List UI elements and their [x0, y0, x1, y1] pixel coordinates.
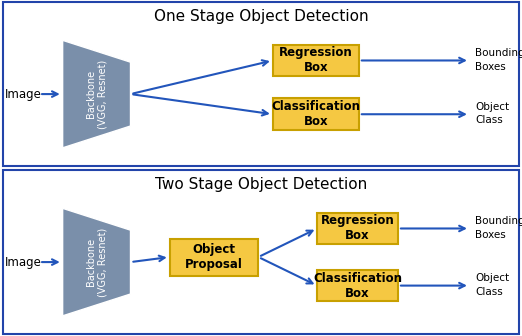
FancyBboxPatch shape: [3, 2, 519, 166]
Text: Regression
Box: Regression Box: [279, 46, 353, 75]
Text: Bounding: Bounding: [475, 48, 522, 58]
Text: Boxes: Boxes: [475, 61, 506, 72]
FancyBboxPatch shape: [3, 170, 519, 334]
Text: One Stage Object Detection: One Stage Object Detection: [153, 9, 369, 24]
Text: Two Stage Object Detection: Two Stage Object Detection: [155, 177, 367, 192]
Text: Backbone
(VGG, Resnet): Backbone (VGG, Resnet): [86, 227, 108, 297]
Text: Image: Image: [5, 88, 42, 100]
FancyBboxPatch shape: [170, 239, 258, 276]
Polygon shape: [63, 40, 130, 148]
Text: Bounding: Bounding: [475, 216, 522, 226]
Text: Classification
Box: Classification Box: [313, 271, 402, 300]
Text: Object
Proposal: Object Proposal: [185, 243, 243, 271]
Text: Object: Object: [475, 273, 509, 283]
Text: Regression
Box: Regression Box: [321, 214, 395, 243]
Text: Backbone
(VGG, Resnet): Backbone (VGG, Resnet): [86, 59, 108, 129]
Polygon shape: [63, 208, 130, 316]
Text: Class: Class: [475, 115, 503, 125]
Text: Boxes: Boxes: [475, 229, 506, 240]
Text: Object: Object: [475, 102, 509, 112]
FancyBboxPatch shape: [272, 98, 359, 130]
Text: Class: Class: [475, 287, 503, 297]
FancyBboxPatch shape: [317, 270, 398, 301]
Text: Classification
Box: Classification Box: [271, 100, 360, 128]
FancyBboxPatch shape: [272, 44, 359, 77]
Text: Image: Image: [5, 256, 42, 268]
FancyBboxPatch shape: [317, 213, 398, 244]
